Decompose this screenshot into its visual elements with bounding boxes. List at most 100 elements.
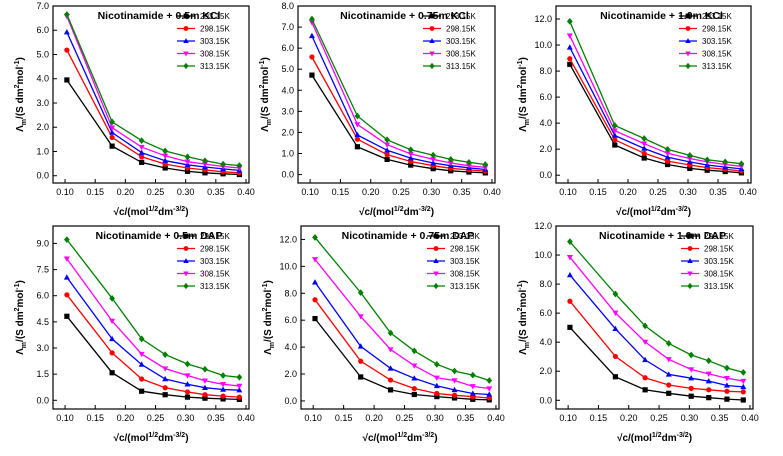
x-tick-label: 0.15: [332, 187, 350, 197]
y-tick-label: 8.0: [539, 66, 552, 76]
data-point-293.15K: [162, 165, 168, 171]
x-tick-label: 0.15: [86, 413, 104, 423]
data-point-308.15K: [486, 386, 493, 392]
y-tick-label: 3.0: [36, 343, 49, 353]
data-point-303.15K: [642, 356, 649, 363]
y-tick-label: 5.0: [36, 49, 49, 59]
chart-title: Nicotinamide + 0.75m KCl: [340, 10, 469, 22]
legend-label: 303.15K: [200, 257, 230, 266]
data-point-293.15K: [109, 143, 115, 149]
y-tick-label: 4.5: [36, 317, 49, 327]
data-point-308.15K: [566, 255, 573, 261]
data-point-303.15K: [162, 375, 169, 382]
series-line-293.15K: [314, 318, 490, 401]
x-tick-label: 0.10: [56, 187, 74, 197]
legend-label: 308.15K: [446, 50, 476, 59]
legend-marker: [183, 51, 189, 57]
y-tick-label: 4.0: [281, 85, 294, 95]
data-point-293.15K: [688, 393, 694, 399]
y-tick-label: 7.0: [36, 1, 49, 11]
data-point-303.15K: [665, 371, 672, 377]
x-tick-label: 0.20: [365, 413, 383, 423]
data-point-313.15K: [642, 322, 648, 330]
legend-label: 308.15K: [704, 270, 734, 279]
data-point-303.15K: [138, 149, 145, 155]
series-line-303.15K: [569, 47, 742, 170]
data-point-308.15K: [451, 378, 458, 384]
data-point-313.15K: [236, 162, 243, 169]
legend-marker: [183, 271, 189, 277]
legend-marker: [183, 246, 189, 251]
chart-panel-3: 0.10 0.15 0.20 0.25 0.30 0.35 0.40 0.0 2.0 4.0 6.0…: [517, 5, 757, 218]
data-point-308.15K: [109, 125, 116, 131]
data-point-293.15K: [358, 374, 364, 380]
chart-panel-1: 0.10 0.15 0.20 0.25 0.30 0.35 0.40 0.0 1.0 2.0 3.0…: [14, 1, 255, 218]
data-point-313.15K: [665, 339, 672, 347]
data-point-303.15K: [201, 384, 208, 390]
data-point-293.15K: [612, 142, 618, 148]
y-tick-label: 2.0: [284, 369, 297, 379]
data-point-303.15K: [688, 375, 695, 381]
legend-marker: [687, 233, 693, 239]
data-point-313.15K: [64, 236, 70, 243]
data-point-313.15K: [486, 377, 493, 384]
data-point-313.15K: [740, 369, 747, 376]
legend-label: 293.15K: [446, 12, 476, 21]
data-point-313.15K: [611, 122, 618, 129]
y-tick-label: 6.0: [284, 315, 297, 325]
chart-panel-2: 0.10 0.15 0.20 0.25 0.30 0.35 0.40 0.0 1.0 2.0 3.0…: [259, 1, 501, 218]
data-point-313.15K: [722, 158, 729, 166]
data-point-308.15K: [664, 151, 671, 157]
series-line-313.15K: [66, 239, 240, 378]
data-point-298.15K: [724, 388, 730, 394]
data-point-308.15K: [465, 163, 472, 169]
y-axis-label: Λm/(S dm2mol-1): [517, 57, 531, 132]
data-point-313.15K: [688, 351, 695, 359]
data-point-308.15K: [688, 367, 695, 373]
legend-label: 293.15K: [702, 12, 732, 21]
legend-marker: [687, 282, 693, 290]
series-line-303.15K: [311, 35, 486, 171]
data-point-293.15K: [354, 144, 361, 150]
y-tick-label: 10.0: [279, 261, 297, 271]
data-point-308.15K: [312, 257, 319, 263]
series-line-313.15K: [311, 18, 486, 166]
x-tick-label: 0.20: [620, 413, 638, 423]
data-point-303.15K: [63, 29, 70, 35]
y-tick-label: 6.0: [36, 291, 49, 301]
data-point-303.15K: [357, 343, 364, 349]
y-tick-label: 0.0: [36, 171, 49, 181]
x-tick-label: 0.10: [304, 413, 322, 423]
plot-frame: [297, 5, 496, 184]
data-point-308.15K: [447, 160, 454, 167]
chart-title: Nicotinamide + 0.75m DAP: [342, 230, 475, 242]
data-point-303.15K: [63, 274, 70, 280]
data-point-313.15K: [738, 160, 745, 168]
data-point-298.15K: [666, 382, 672, 388]
data-point-308.15K: [686, 156, 693, 162]
data-point-313.15K: [612, 290, 619, 298]
data-point-308.15K: [407, 151, 414, 158]
legend-label: 303.15K: [702, 37, 732, 46]
data-point-313.15K: [220, 160, 226, 168]
y-tick-label: 0.0: [539, 395, 552, 405]
data-point-308.15K: [411, 363, 418, 369]
legend-marker: [433, 258, 439, 264]
data-point-313.15K: [466, 158, 472, 166]
legend-label: 313.15K: [450, 282, 480, 291]
data-point-313.15K: [686, 152, 693, 159]
y-tick-label: 9.0: [36, 238, 49, 248]
x-axis-label: √c/(mol1/2dm-3/2): [113, 432, 188, 444]
legend-label: 293.15K: [704, 232, 734, 241]
x-tick-label: 0.15: [86, 187, 104, 197]
data-point-298.15K: [162, 385, 168, 391]
y-tick-label: 2.0: [539, 144, 552, 154]
data-point-303.15K: [705, 377, 712, 384]
data-point-298.15K: [184, 389, 191, 395]
y-tick-label: 0.0: [539, 170, 552, 180]
x-tick-label: 0.15: [590, 413, 608, 423]
legend-marker: [685, 62, 691, 70]
x-tick-label: 0.25: [392, 187, 410, 197]
data-point-298.15K: [109, 350, 115, 356]
data-point-308.15K: [384, 142, 391, 148]
